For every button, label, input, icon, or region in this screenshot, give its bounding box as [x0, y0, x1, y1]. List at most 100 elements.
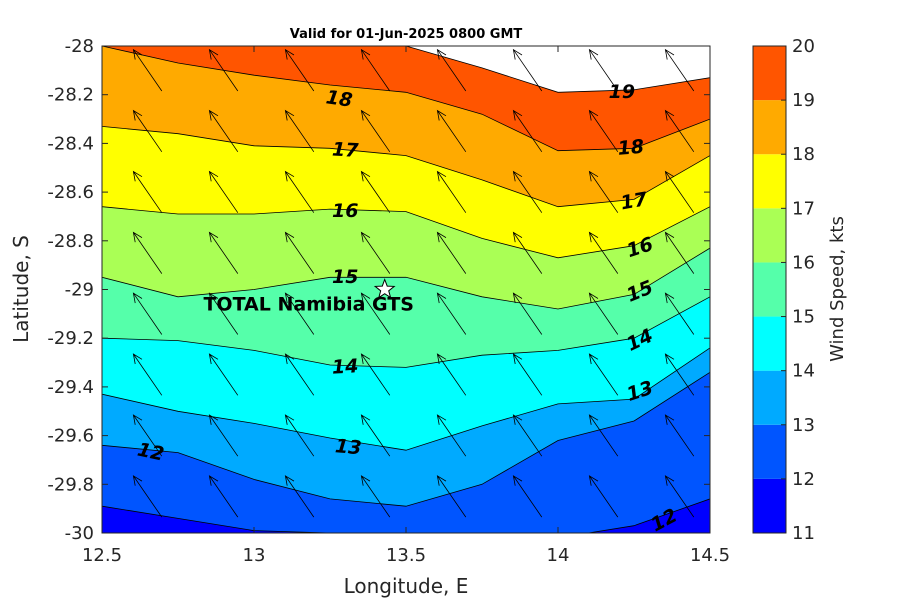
- wind-arrow: [284, 170, 315, 213]
- contour-label: 12: [136, 439, 166, 466]
- contour-label: 19: [609, 81, 635, 103]
- wind-arrow: [208, 48, 239, 92]
- y-tick-label: -29.2: [47, 328, 94, 349]
- wind-arrow: [664, 48, 695, 92]
- wind-arrow: [436, 353, 467, 396]
- colorbar-tick-label: 13: [792, 415, 815, 436]
- wind-arrow: [436, 170, 467, 213]
- wind-arrow: [588, 475, 619, 518]
- wind-arrow: [360, 170, 391, 213]
- wind-arrow: [436, 109, 467, 153]
- contour-band: [102, 498, 710, 533]
- wind-arrow: [208, 475, 239, 518]
- wind-arrow: [588, 414, 619, 457]
- wind-arrow: [360, 292, 391, 335]
- x-tick-label: 13: [243, 545, 266, 566]
- colorbar-tick-label: 18: [792, 144, 815, 165]
- wind-arrow: [664, 231, 695, 274]
- wind-arrow: [284, 109, 315, 153]
- wind-arrow: [360, 48, 391, 92]
- y-tick-label: -29.6: [47, 426, 94, 447]
- wind-arrow: [512, 353, 543, 396]
- wind-arrow: [436, 292, 467, 335]
- colorbar-tick-label: 12: [792, 469, 815, 490]
- colorbar-swatch: [753, 370, 786, 425]
- wind-arrow: [284, 48, 315, 92]
- contour-band: [102, 46, 710, 151]
- wind-arrow: [284, 414, 315, 457]
- colorbar-tick-label: 20: [792, 36, 815, 57]
- wind-arrow: [132, 109, 163, 153]
- wind-arrow: [664, 475, 695, 518]
- contour-label: 16: [332, 200, 358, 222]
- wind-arrow: [360, 231, 391, 274]
- colorbar-tick-label: 16: [792, 252, 815, 273]
- y-tick-label: -30: [65, 523, 94, 544]
- wind-arrow: [664, 292, 695, 335]
- wind-arrow: [360, 353, 391, 396]
- y-tick-label: -29.4: [47, 377, 94, 398]
- wind-arrow: [208, 353, 239, 396]
- wind-arrow: [664, 109, 695, 153]
- x-tick-label: 14.5: [690, 545, 730, 566]
- wind-arrow: [208, 231, 239, 274]
- wind-arrow: [512, 475, 543, 518]
- axes: 12.5 13 13.5 14 14.5 -28 -28.2 -28.4 -28.6 -28.8 -…: [47, 36, 730, 566]
- wind-arrow: [360, 475, 391, 518]
- wind-arrow: [208, 109, 239, 153]
- wind-arrow: [132, 414, 163, 457]
- wind-arrow: [284, 353, 315, 396]
- wind-arrow: [512, 414, 543, 457]
- y-tick-label: -28.6: [47, 182, 94, 203]
- colorbar-tick-label: 19: [792, 90, 815, 111]
- wind-arrow: [588, 170, 619, 213]
- contour-band: [102, 126, 710, 258]
- wind-arrow: [208, 414, 239, 457]
- filled-contours: [102, 46, 710, 533]
- contour-line: [102, 371, 710, 507]
- colorbar-tick-label: 11: [792, 523, 815, 544]
- x-tick-label: 14: [547, 545, 570, 566]
- colorbar-swatch: [753, 208, 786, 263]
- contour-label: 13: [334, 435, 362, 459]
- contour-label: 14: [331, 355, 359, 378]
- x-axis-label: Longitude, E: [344, 574, 469, 598]
- y-tick-label: -29: [65, 280, 94, 301]
- wind-arrow: [132, 475, 163, 518]
- colorbar-swatch: [753, 262, 786, 317]
- wind-arrow: [284, 231, 315, 274]
- wind-arrow: [588, 353, 619, 396]
- wind-arrow: [436, 48, 467, 92]
- chart-title: Valid for 01-Jun-2025 0800 GMT: [290, 27, 523, 42]
- contour-line: [102, 247, 710, 310]
- wind-arrow: [132, 292, 163, 335]
- wind-arrow: [360, 109, 391, 153]
- wind-arrow: [132, 353, 163, 396]
- wind-arrow: [512, 292, 543, 335]
- wind-vectors: [132, 48, 695, 518]
- wind-arrow: [588, 292, 619, 335]
- y-axis-label: Latitude, S: [9, 235, 33, 343]
- colorbar-swatch: [753, 154, 786, 209]
- wind-arrow: [664, 414, 695, 457]
- y-tick-label: -29.8: [47, 474, 94, 495]
- contour-line: [102, 46, 710, 152]
- wind-arrow: [132, 170, 163, 213]
- wind-arrow: [512, 48, 543, 92]
- wind-arrow: [436, 414, 467, 457]
- wind-arrow: [436, 231, 467, 274]
- wind-arrow: [360, 414, 391, 457]
- colorbar-tick-label: 17: [792, 198, 815, 219]
- colorbar-label: Wind Speed, kts: [827, 216, 848, 362]
- y-tick-label: -28.2: [47, 85, 94, 106]
- wind-arrow: [588, 48, 619, 92]
- wind-arrow: [664, 353, 695, 396]
- colorbar-tick-label: 15: [792, 307, 815, 328]
- colorbar-swatch: [753, 478, 786, 533]
- site-star-icon: [373, 278, 396, 299]
- contour-band: [102, 248, 710, 368]
- contour-label: 15: [332, 266, 358, 288]
- colorbar: 11 12 13 14 15 16 17 18 19 20: [752, 36, 815, 544]
